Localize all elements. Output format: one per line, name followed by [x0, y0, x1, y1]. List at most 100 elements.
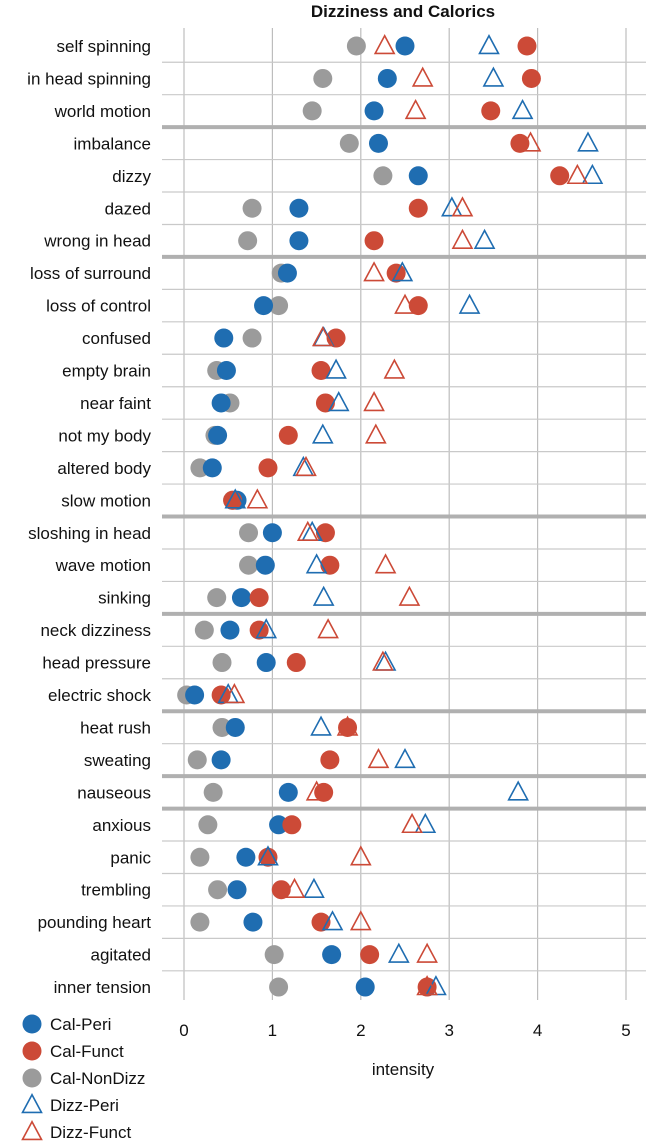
y-category-label: electric shock	[48, 686, 151, 705]
point-dizz-peri	[507, 780, 529, 801]
point-dizz-peri	[441, 196, 463, 217]
point-dizz-funct	[373, 34, 396, 55]
x-axis-ticks: 0 1 2 3 4 5	[179, 1021, 630, 1040]
point-dizz-funct	[364, 423, 387, 444]
point-cal-nondizz	[269, 296, 289, 316]
point-cal-funct	[481, 101, 501, 121]
point-dizz-peri	[577, 131, 599, 152]
point-cal-peri	[355, 977, 375, 997]
legend-label: Dizz-Funct	[50, 1123, 132, 1141]
point-cal-peri	[185, 685, 205, 705]
y-category-label: wrong in head	[43, 232, 151, 251]
point-cal-funct	[311, 912, 331, 932]
y-category-label: slow motion	[61, 491, 151, 510]
chart-title: Dizziness and Calorics	[311, 2, 495, 21]
y-category-label: self spinning	[56, 37, 151, 56]
point-cal-nondizz	[203, 782, 223, 802]
point-cal-peri	[262, 523, 282, 543]
x-tick-label: 1	[268, 1021, 277, 1040]
legend-marker-circle	[22, 1014, 42, 1034]
point-dizz-funct	[223, 683, 246, 704]
point-cal-funct	[311, 361, 331, 380]
point-cal-nondizz	[269, 977, 289, 997]
point-cal-peri	[255, 555, 275, 575]
point-cal-peri	[277, 263, 297, 283]
point-cal-peri	[231, 588, 251, 608]
point-dizz-peri	[327, 391, 350, 412]
y-category-label: dazed	[105, 199, 151, 218]
y-category-label: imbalance	[74, 134, 152, 153]
y-category-label: heat rush	[80, 718, 151, 737]
point-cal-funct	[258, 458, 278, 478]
point-cal-funct	[517, 36, 537, 56]
point-dizz-funct	[311, 326, 334, 347]
point-dizz-peri	[325, 358, 347, 379]
y-category-label: head pressure	[42, 654, 151, 673]
point-cal-peri	[216, 361, 236, 380]
x-axis-label: intensity	[372, 1060, 435, 1079]
point-dizz-peri	[391, 261, 414, 282]
point-dizz-funct	[295, 455, 317, 477]
point-cal-peri	[377, 68, 397, 88]
y-category-label: loss of control	[46, 297, 151, 316]
point-cal-funct	[249, 588, 269, 608]
legend-label: Cal-Funct	[50, 1042, 124, 1061]
point-dizz-funct	[246, 488, 269, 509]
y-category-label: sinking	[98, 589, 151, 608]
point-cal-peri	[395, 36, 415, 56]
point-dizz-funct	[305, 780, 328, 801]
x-tick-label: 2	[356, 1021, 365, 1040]
legend-label: Cal-NonDizz	[50, 1069, 145, 1088]
point-dizz-peri	[482, 66, 505, 87]
point-cal-peri	[256, 653, 276, 673]
point-cal-peri	[243, 912, 263, 932]
point-dizz-peri	[312, 585, 335, 606]
y-category-label: inner tension	[54, 978, 151, 997]
point-cal-nondizz	[264, 945, 284, 965]
x-tick-label: 0	[179, 1021, 188, 1040]
point-cal-peri	[364, 101, 384, 121]
point-dizz-funct	[451, 196, 474, 217]
point-cal-nondizz	[212, 653, 232, 673]
point-cal-nondizz	[208, 880, 228, 900]
y-category-label: confused	[82, 329, 151, 348]
point-dizz-funct	[411, 66, 434, 87]
point-cal-funct	[408, 198, 428, 218]
point-cal-funct	[417, 977, 437, 997]
point-dizz-peri	[581, 163, 604, 185]
y-category-label: loss of surround	[30, 264, 151, 283]
point-dizz-funct	[349, 910, 372, 931]
point-cal-nondizz	[238, 231, 258, 251]
point-cal-funct	[282, 815, 302, 835]
point-dizz-peri	[473, 228, 496, 249]
x-tick-label: 4	[533, 1021, 542, 1040]
point-dizz-funct	[401, 812, 423, 834]
point-dizz-peri	[511, 98, 534, 120]
point-cal-nondizz	[239, 523, 259, 543]
point-dizz-funct	[349, 845, 372, 866]
point-cal-nondizz	[302, 101, 322, 121]
point-dizz-funct	[383, 358, 406, 379]
x-tick-label: 5	[621, 1021, 630, 1040]
point-dizz-funct	[394, 293, 416, 314]
point-cal-funct	[286, 653, 306, 673]
point-dizz-peri	[387, 942, 410, 963]
point-cal-nondizz	[207, 588, 227, 608]
legend-label: Cal-Peri	[50, 1015, 111, 1034]
point-cal-funct	[258, 847, 278, 867]
point-cal-nondizz	[373, 166, 393, 186]
point-cal-nondizz	[346, 36, 366, 56]
y-category-label: panic	[110, 848, 151, 867]
point-dizz-peri	[310, 715, 332, 736]
y-category-label: neck dizziness	[40, 621, 151, 640]
y-category-label: altered body	[57, 459, 151, 478]
y-category-label: trembling	[81, 881, 151, 900]
point-cal-nondizz	[313, 68, 333, 88]
point-cal-funct	[320, 750, 340, 770]
legend-marker-triangle	[21, 1120, 43, 1141]
x-tick-label: 3	[444, 1021, 453, 1040]
point-cal-peri	[208, 425, 228, 445]
point-dizz-funct	[363, 391, 385, 412]
point-cal-peri	[368, 133, 388, 153]
